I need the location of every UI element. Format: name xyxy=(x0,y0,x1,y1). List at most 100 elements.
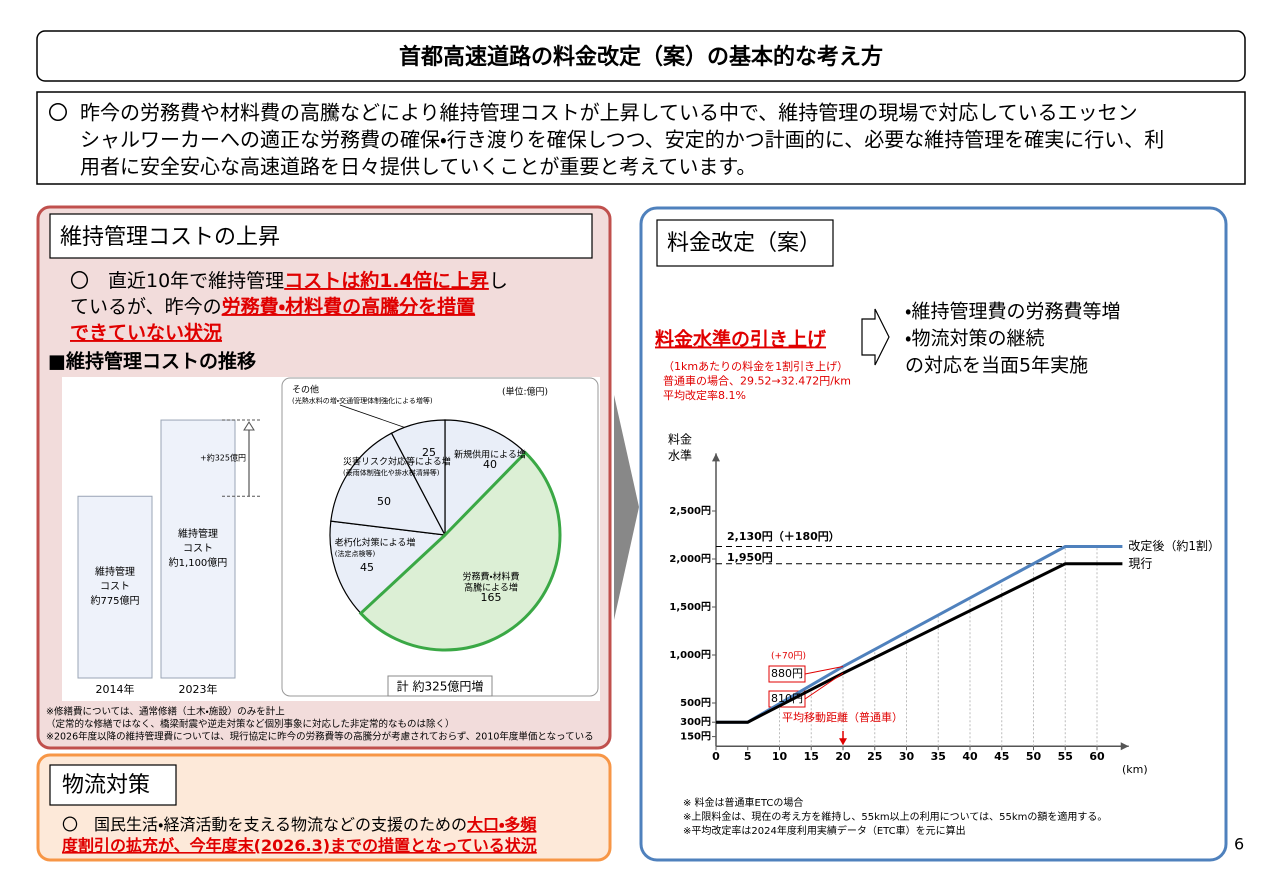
x-tick-label: 45 xyxy=(994,750,1009,763)
x-tick-label: 20 xyxy=(835,750,851,763)
annotation: 2,130円（＋180円） xyxy=(727,530,840,543)
y-tick-label: 300円 xyxy=(680,716,711,728)
x-tick-label: 50 xyxy=(1026,750,1042,763)
x-tick-label: 10 xyxy=(772,750,788,763)
panel-title: 物流対策 xyxy=(62,773,150,798)
logistics-header-box xyxy=(49,764,177,806)
panel-title: 維持管理コストの上昇 xyxy=(60,225,280,250)
difference-label: +約325億円 xyxy=(200,453,246,463)
text-line: ・物流対策の継続 xyxy=(905,328,1044,350)
slice-value: 45 xyxy=(360,561,374,574)
slice-label: 新規供用による増 xyxy=(454,449,526,461)
text-segment: 度割引の拡充が、今年度末(2026.3)までの措置となっている状況 xyxy=(62,836,537,855)
bar-text: コスト xyxy=(183,544,213,555)
text-segment: ているが、昨今の xyxy=(70,296,222,318)
cost-header-box xyxy=(49,213,593,259)
x-tick-label: 5 xyxy=(744,750,752,763)
text-line: （定常的な修繕ではなく、橋梁耐震や逆走対策など個別事象に対応した非定常的なものは… xyxy=(46,718,455,730)
bar-text: 維持管理 xyxy=(178,527,218,540)
text-line: シャルワーカーへの適正な労務費の確保・行き渡りを確保しつつ、安定的かつ計画的に、… xyxy=(80,128,1164,152)
text-line: ※ 料金は普通車ETCの場合 xyxy=(683,796,803,809)
text-line: 昨今の労務費や材料費の高騰などにより維持管理コストが上昇している中で、維持管理の… xyxy=(80,101,1138,125)
pie-slice xyxy=(390,419,446,536)
x-axis-unit: (km) xyxy=(1122,763,1148,776)
text-segment: できていない状況 xyxy=(70,321,222,344)
x-tick-label: 2014年 xyxy=(96,682,135,696)
slice-sublabel: (法定点検等) xyxy=(335,549,376,558)
text-line: できていない状況 xyxy=(70,321,222,344)
arrow-head xyxy=(839,738,847,746)
pie-slice xyxy=(358,450,562,652)
text-line: 度割引の拡充が、今年度末(2026.3)までの措置となっている状況 xyxy=(62,836,537,855)
pie-slice xyxy=(330,432,447,536)
bullet-marker: 〇 xyxy=(48,101,68,125)
y-tick-label: 2,000円 xyxy=(669,553,711,565)
slice-label: 老朽化対策による増 xyxy=(335,537,416,549)
text-line: 普通車の場合、29.52→32.472円/km xyxy=(663,374,851,388)
text-line: ・維持管理費の労務費等増 xyxy=(905,301,1120,323)
bar xyxy=(77,495,153,679)
slice-sublabel: (光熱水料の増・交通管理体制強化による増等) xyxy=(292,396,433,405)
slice-value: 50 xyxy=(377,495,391,508)
annotation: 1,950円 xyxy=(727,551,773,564)
y-axis-label: 水準 xyxy=(668,448,692,463)
bar-text: 維持管理 xyxy=(95,565,135,578)
page-title: 首都高速道路の料金改定（案）の基本的な考え方 xyxy=(399,44,883,70)
leader-line xyxy=(339,404,413,431)
x-tick-label: 2023年 xyxy=(179,682,218,696)
fee-header-box xyxy=(656,219,834,267)
unit-label: (単位:億円) xyxy=(502,386,548,398)
slice-value: 25 xyxy=(422,446,436,459)
chevron xyxy=(614,395,639,620)
bar-text: コスト xyxy=(100,582,130,593)
slice-sublabel: (豪雨体制強化や排水桝清掃等) xyxy=(343,468,440,477)
y-tick-label: 2,500円 xyxy=(669,505,711,517)
text-segment: 大口・多頻 xyxy=(467,815,537,834)
slice-label: その他 xyxy=(292,384,319,396)
x-tick-label: 40 xyxy=(962,750,978,763)
x-tick-label: 30 xyxy=(899,750,915,763)
text-line: ※平均改定率は2024年度利用実績データ（ETC車）を元に算出 xyxy=(683,824,966,837)
text-segment: 〇 直近10年で維持管理 xyxy=(70,270,284,292)
slice-value: 40 xyxy=(483,458,497,471)
total-label: 計 約325億円増 xyxy=(397,679,484,694)
pie-slice xyxy=(444,419,527,537)
text-line: 〇 国民生活・経済活動を支える物流などの支援のための大口・多頻 xyxy=(62,815,537,834)
slice-label: 労務費・材料費 xyxy=(462,571,519,583)
text-line: 用者に安全安心な高速道路を日々提供していくことが重要と考えています。 xyxy=(80,155,756,179)
text-line: 〇 直近10年で維持管理コストは約1.4倍に上昇し xyxy=(70,269,508,292)
text-line: ※上限料金は、現在の考え方を維持し、55km以上の利用については、55kmの額を… xyxy=(683,810,1107,823)
y-tick-label: 150円 xyxy=(680,731,711,743)
value-label: 約1,100億円 xyxy=(169,556,228,569)
y-tick-label: 1,000円 xyxy=(669,649,711,661)
headline: 料金水準の引き上げ xyxy=(655,328,827,351)
x-tick-label: 25 xyxy=(867,750,882,763)
slice-label: 高騰による増 xyxy=(464,582,518,594)
legend-label: 改定後（約1割） xyxy=(1128,538,1220,553)
total-box xyxy=(387,675,493,697)
connector xyxy=(804,666,844,675)
annotation: (+70円) xyxy=(771,651,806,662)
axis-arrow xyxy=(712,453,720,462)
y-tick-label: 1,500円 xyxy=(669,601,711,613)
pie-slice xyxy=(329,520,447,615)
text-line: 平均改定率8.1% xyxy=(663,388,746,402)
x-tick-label: 15 xyxy=(804,750,819,763)
value-label: 約775億円 xyxy=(90,594,139,607)
text-segment: 労務費・材料費の高騰分を措置 xyxy=(222,295,475,318)
slice-label: 災害リスク対応等による増 xyxy=(343,456,451,468)
y-tick-label: 500円 xyxy=(680,697,711,709)
annotation: 平均移動距離（普通車） xyxy=(782,710,903,724)
chart-title: ■維持管理コストの推移 xyxy=(48,350,256,373)
x-tick-label: 0 xyxy=(712,750,720,763)
page-number: 6 xyxy=(1234,835,1244,854)
legend-label: 現行 xyxy=(1128,556,1152,570)
y-axis-label: 料金 xyxy=(668,433,692,447)
x-tick-label: 35 xyxy=(931,750,946,763)
x-tick-label: 55 xyxy=(1058,750,1073,763)
text-segment: し xyxy=(489,270,508,292)
text-line: （1kmあたりの料金を1割引き上げ） xyxy=(663,359,848,373)
axis-arrow xyxy=(1120,742,1129,751)
